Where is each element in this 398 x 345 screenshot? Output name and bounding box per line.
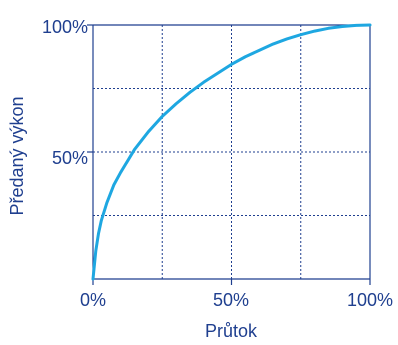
- series-line-0: [91, 23, 372, 281]
- y-tick-50: 50%: [52, 148, 88, 168]
- x-tick-50: 50%: [213, 290, 249, 310]
- series: [91, 23, 372, 281]
- x-tick-0: 0%: [80, 290, 106, 310]
- x-axis-label: Průtok: [205, 321, 258, 341]
- axes: [87, 24, 371, 285]
- y-axis-label: Předaný výkon: [7, 96, 27, 215]
- y-tick-100: 100%: [42, 17, 88, 37]
- x-tick-100: 100%: [347, 290, 393, 310]
